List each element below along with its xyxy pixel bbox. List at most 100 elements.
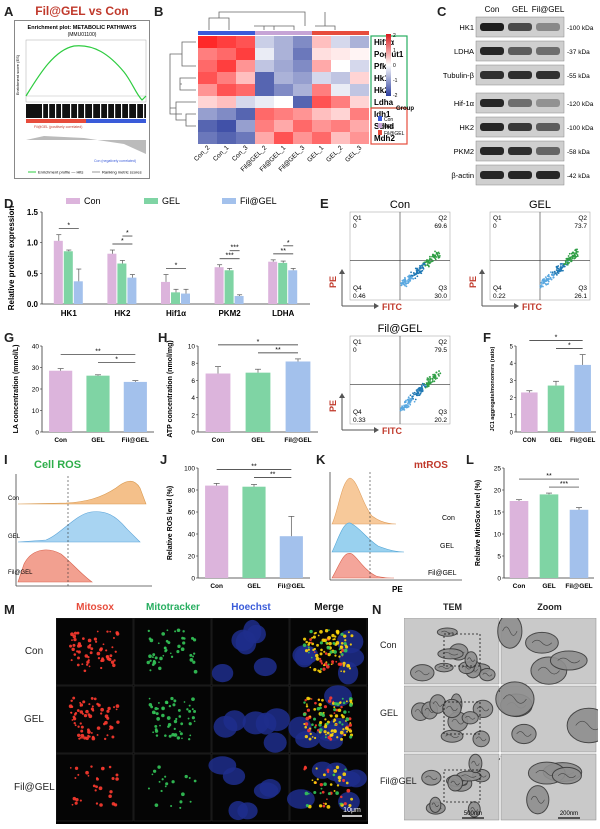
sample-label: GEL_2 (325, 144, 345, 164)
hit-gap (107, 104, 109, 118)
heatmap-cell (198, 84, 217, 96)
heatmap-cell (255, 96, 274, 108)
y-axis-label: Relative ROS level (%) (167, 486, 174, 560)
heatmap-cell (198, 96, 217, 108)
y-tick-label: 3 (510, 379, 514, 385)
quadrant-q2: Q2 (438, 339, 447, 346)
quadrant-q2: Q2 (578, 215, 587, 222)
heatmap-cell (350, 132, 369, 144)
blot-band (536, 147, 560, 155)
bar (288, 270, 298, 304)
column-dendrogram (208, 11, 336, 30)
quadrant-q4-value: 0.33 (353, 417, 366, 424)
blot-band (480, 147, 504, 155)
blot-band (508, 147, 532, 155)
heatmap-cell (274, 84, 293, 96)
quadrant-q1-value: 0 (353, 223, 357, 230)
confocal-grid: 10μm (55, 617, 368, 822)
quadrant-q3-value: 26.1 (574, 293, 587, 300)
hit-gap (61, 104, 63, 118)
heatmap-cell (255, 120, 274, 132)
quadrant-q4: Q4 (353, 285, 362, 292)
heatmap-cell (350, 84, 369, 96)
heatmap-cell (274, 48, 293, 60)
heatmap-cell (293, 60, 312, 72)
heatmap-cell (293, 96, 312, 108)
y-tick-label: 0 (497, 576, 501, 583)
panel-letter-h: H (158, 330, 168, 345)
heatmap-cell (198, 36, 217, 48)
heatmap-cell (274, 108, 293, 120)
y-tick-label: 0.0 (27, 300, 39, 309)
x-tick-label: GEL (550, 438, 563, 444)
bar (161, 281, 170, 304)
y-tick-label: 80 (188, 488, 196, 495)
significance-label: ** (270, 471, 276, 478)
heatmap-cell (274, 132, 293, 144)
quadrant-q3: Q3 (438, 285, 447, 292)
blot-band (536, 99, 560, 107)
quadrant-q1: Q1 (353, 339, 362, 346)
gsea-ylabel: Enrichment score (ES) (15, 54, 20, 95)
y-tick-label: 25 (494, 466, 502, 473)
significance-label: ** (251, 463, 257, 470)
significance-label: ** (280, 248, 286, 255)
significance-label: ** (546, 473, 552, 480)
quadrant-q1: Q1 (493, 215, 502, 222)
label-filgel: Fil@GEL (8, 570, 33, 576)
panel-letter-a: A (4, 4, 14, 19)
x-tick-label: Fil@GEL (570, 438, 596, 444)
heatmap-cell (236, 132, 255, 144)
blot-kda-label: -120 kDa (567, 101, 594, 108)
hit-gap (42, 104, 44, 118)
flow-plot-title: Con (390, 199, 410, 211)
filgel-mt-histogram (331, 553, 395, 579)
flow-x-axis-label: FITC (522, 302, 542, 312)
significance-label: *** (560, 481, 568, 488)
heatmap-cell (312, 72, 331, 84)
sample-label: GEL_3 (344, 144, 364, 164)
quadrant-q4: Q4 (493, 285, 502, 292)
significance-label: * (67, 223, 70, 230)
blot-band (480, 71, 504, 79)
blot-band (508, 99, 532, 107)
blot-kda-label: -55 kDa (567, 73, 590, 80)
bar (285, 361, 311, 432)
gene-label: Hif1α (374, 38, 394, 47)
blot-band (508, 123, 532, 131)
heatmap-cell (331, 132, 350, 144)
quadrant-q3: Q3 (578, 285, 587, 292)
bar (569, 509, 589, 578)
blot-band (508, 47, 532, 55)
heatmap-cell (331, 96, 350, 108)
bar (242, 486, 266, 578)
panel-letter-c: C (437, 4, 447, 19)
gsea-high-label: Fil@GEL (positively correlated) (34, 125, 82, 129)
hit-gap (136, 104, 138, 118)
bar (539, 494, 559, 578)
sample-label: Con_2 (193, 144, 212, 163)
heatmap-cell (217, 132, 236, 144)
heatmap-cell (217, 60, 236, 72)
y-tick-label: 60 (188, 510, 196, 517)
scale-label: -2 (393, 93, 398, 99)
heatmap-cell (236, 120, 255, 132)
group-annotation (293, 31, 312, 35)
heatmap-cell (293, 132, 312, 144)
gene-label: Pfkp (374, 62, 391, 71)
y-tick-label: 1.0 (27, 239, 39, 248)
blot-kda-label: -100 kDa (567, 25, 594, 32)
heatmap-cell (293, 48, 312, 60)
bar (127, 277, 137, 304)
blot-band (480, 171, 504, 179)
heatmap-cell (217, 36, 236, 48)
heatmap-cell (350, 48, 369, 60)
heatmap-cell (312, 96, 331, 108)
heatmap-cell (217, 72, 236, 84)
blot-band (536, 71, 560, 79)
heatmap-cell (255, 72, 274, 84)
group-annotation (274, 31, 293, 35)
blot-band (480, 47, 504, 55)
tem-column-label: TEM (443, 602, 462, 612)
heatmap-cell (350, 96, 369, 108)
